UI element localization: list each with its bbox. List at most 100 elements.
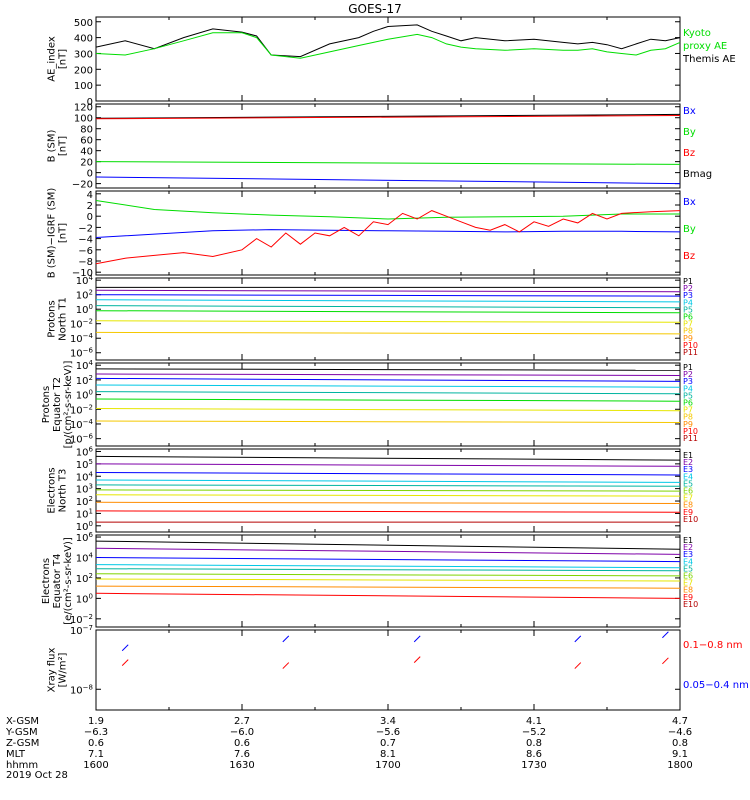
y-tick-label: 0	[87, 97, 93, 108]
x-axis-value: 0.7	[380, 738, 396, 749]
x-axis-value: −5.6	[376, 727, 400, 738]
series-line-e7	[95, 494, 681, 497]
legend-entry: P1	[683, 363, 693, 372]
series-line-bx	[95, 176, 681, 185]
legend-entry: P4	[683, 384, 693, 393]
x-axis-value: 9.1	[672, 749, 688, 760]
legend-entry: 0.1−0.8 nm	[683, 640, 742, 651]
legend-entry: P3	[683, 377, 693, 386]
legend-entry: P4	[683, 298, 693, 307]
legend-entry: Kyoto	[683, 28, 711, 39]
series-line-e3	[95, 557, 681, 563]
series-line-p6	[95, 310, 681, 314]
x-axis-value: 7.6	[234, 749, 250, 760]
legend-entry: 0.05−0.4 nm	[683, 680, 749, 691]
legend-entry: P10	[683, 341, 698, 350]
series-line-bmag	[95, 113, 681, 119]
y-tick-label: −4	[78, 235, 93, 246]
x-axis-row-label: Z-GSM	[6, 738, 39, 749]
xray-point	[121, 644, 129, 652]
x-axis-value: −6.3	[84, 727, 108, 738]
legend-entry: P2	[683, 284, 693, 293]
y-axis-label: [p/(cm²-s-sr-keV)]	[63, 361, 74, 449]
legend-entry: By	[683, 224, 696, 235]
legend-entry: E8	[683, 586, 693, 595]
y-axis-label: [e/(cm²-s-sr-keV)]	[63, 537, 74, 625]
y-axis-label: B (SM)−IGRF (SM)	[47, 188, 58, 279]
series-line-p7	[95, 320, 681, 323]
x-axis-value: 1600	[83, 760, 108, 771]
legend-entry: P7	[683, 320, 693, 329]
series-line-p3	[95, 294, 681, 297]
series-line-bx	[95, 229, 681, 238]
xray-point	[574, 635, 582, 643]
legend-entry: E8	[683, 501, 693, 510]
y-tick-label: 100	[74, 81, 93, 92]
y-tick-label: −6	[78, 246, 93, 257]
series-line-p2	[95, 289, 681, 293]
y-tick-label: 0	[87, 169, 93, 180]
series-line-p4	[95, 384, 681, 388]
series-group-bigrf	[95, 200, 681, 265]
x-axis-value: −5.2	[522, 727, 546, 738]
series-line-e5	[95, 568, 681, 572]
series-line-bz	[95, 115, 681, 120]
series-group-ee	[95, 540, 681, 599]
legend-entry: P9	[683, 334, 693, 343]
xray-point	[662, 631, 669, 639]
series-line-e1	[95, 540, 681, 550]
y-tick-label: 2	[87, 201, 93, 212]
series-line-p4	[95, 299, 681, 303]
y-tick-label: 200	[74, 65, 93, 76]
x-axis-value: 0.6	[88, 738, 104, 749]
legend-entry: E10	[683, 600, 698, 609]
legend-entry: P1	[683, 277, 693, 286]
series-group-b	[95, 113, 681, 185]
series-line-e7	[95, 578, 681, 582]
x-axis-value: 1800	[667, 760, 692, 771]
xray-point	[662, 657, 669, 665]
series-line-p8	[95, 331, 681, 335]
y-tick-label: 4	[87, 190, 93, 201]
legend-entry: P8	[683, 413, 693, 422]
series-line-p7	[95, 408, 681, 412]
x-axis-value: −4.6	[668, 727, 692, 738]
y-tick-label: 500	[74, 18, 93, 29]
series-line-e3	[95, 472, 681, 476]
panel-ae: 500 400 300 200 100 0 AE_index [nT] Kyoto proxy A…	[47, 16, 736, 108]
xray-point	[282, 635, 290, 643]
y-axis-label: B (SM)	[47, 129, 58, 162]
y-tick-label: 100	[74, 114, 93, 125]
legend-entry: P5	[683, 305, 693, 314]
legend-entry: Themis AE	[682, 54, 736, 65]
legend-entry: P2	[683, 370, 693, 379]
legend-entry: Bz	[683, 148, 695, 159]
x-axis-value: −6.0	[230, 727, 254, 738]
legend-entry: E2	[683, 543, 693, 552]
legend-entry: By	[683, 127, 696, 138]
xray-point	[413, 656, 421, 663]
legend-entry: P5	[683, 391, 693, 400]
series-line-bz	[95, 210, 681, 265]
legend-entry: E7	[683, 579, 693, 588]
legend-entry: P8	[683, 327, 693, 336]
series-line-e6	[95, 573, 681, 577]
series-line-by	[95, 200, 680, 220]
legend-entry: Bx	[683, 106, 696, 117]
legend-entry: E10	[683, 515, 698, 524]
y-axis-label: [nT]	[58, 223, 69, 243]
x-axis-value: 4.7	[672, 716, 688, 727]
legend-entry: E1	[683, 451, 693, 460]
series-group-pn	[95, 286, 681, 335]
series-line-p1	[95, 368, 681, 371]
series-line-e2	[95, 463, 681, 467]
legend-entry: E7	[683, 494, 693, 503]
series-line-by	[95, 161, 681, 165]
series-group-en	[95, 455, 681, 523]
legend-entry: proxy AE	[683, 41, 727, 52]
x-axis-value: 8.6	[526, 749, 542, 760]
y-axis-label: Equator T2	[52, 377, 63, 432]
x-axis-value: 0.8	[526, 738, 542, 749]
legend-entry: E3	[683, 465, 693, 474]
y-axis-label: [nT]	[58, 136, 69, 156]
